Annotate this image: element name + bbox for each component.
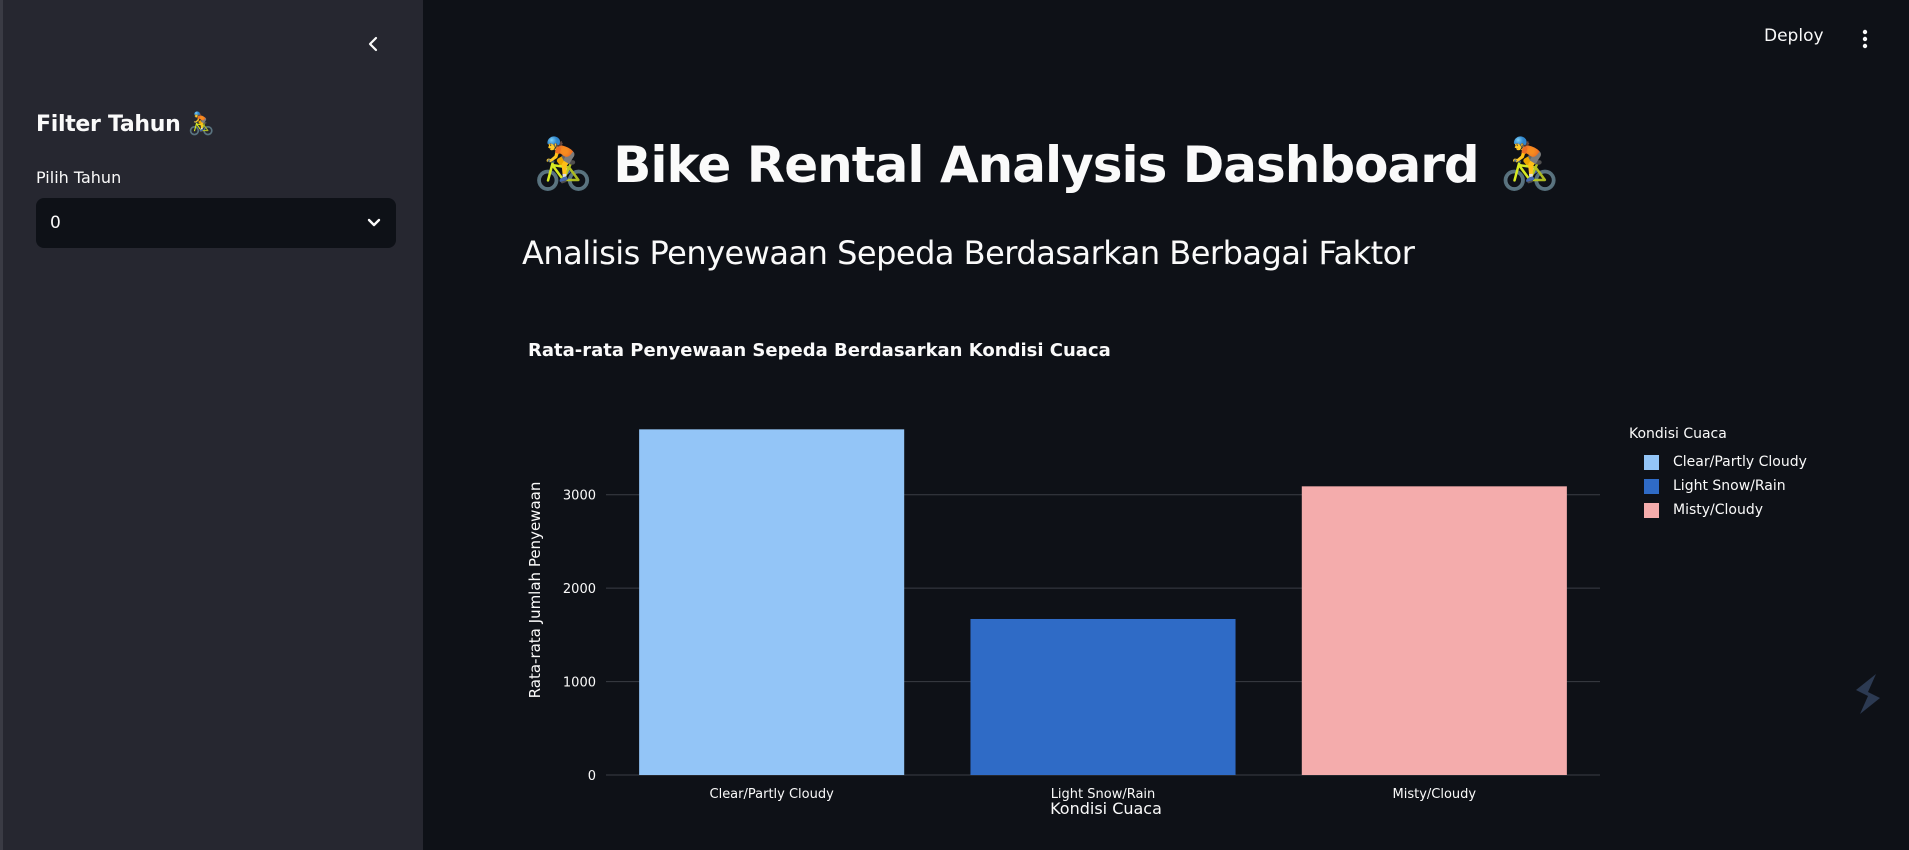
legend-label: Light Snow/Rain [1673, 478, 1786, 494]
main-menu-button[interactable] [1856, 26, 1874, 52]
page-title: 🚴 Bike Rental Analysis Dashboard 🚴 [532, 135, 1561, 194]
x-axis-label: Kondisi Cuaca [1050, 799, 1162, 818]
x-tick-label: Light Snow/Rain [1051, 787, 1156, 802]
legend-label: Clear/Partly Cloudy [1673, 454, 1807, 470]
y-axis-label: Rata-rata Jumlah Penyewaan [526, 482, 544, 699]
sidebar: Filter Tahun 🚴 Pilih Tahun 0 [0, 0, 423, 850]
y-tick-label: 3000 [563, 489, 596, 504]
bicyclist-emoji-right: 🚴 [1498, 135, 1561, 193]
chart-title: Rata-rata Penyewaan Sepeda Berdasarkan K… [528, 340, 1111, 361]
bar-misty-cloudy[interactable] [1301, 486, 1567, 775]
year-select-value: 0 [50, 213, 61, 233]
y-tick-label: 2000 [563, 582, 596, 597]
legend-swatch [1644, 502, 1659, 518]
bar-clear-partly-cloudy[interactable] [639, 429, 905, 775]
sidebar-header: Filter Tahun 🚴 [36, 112, 215, 137]
x-tick-label: Misty/Cloudy [1393, 787, 1477, 802]
collapse-sidebar-button[interactable] [357, 28, 389, 60]
legend-swatch [1644, 454, 1659, 470]
bar-light-snow-rain[interactable] [970, 618, 1236, 775]
legend-label: Misty/Cloudy [1673, 502, 1764, 518]
chevron-down-icon [367, 218, 381, 227]
weather-bar-chart: 0 1000 2000 3000 Clear/Partly Cloudy Light Sn… [526, 429, 1600, 818]
legend-swatch [1644, 478, 1659, 494]
page-title-text: Bike Rental Analysis Dashboard [613, 135, 1479, 194]
page-subtitle: Analisis Penyewaan Sepeda Berdasarkan Be… [522, 234, 1415, 272]
legend-item[interactable]: Misty/Cloudy [1644, 498, 1807, 522]
legend-item[interactable]: Clear/Partly Cloudy [1644, 450, 1807, 474]
chart-legend: Kondisi Cuaca Clear/Partly Cloudy Light S… [1629, 426, 1807, 522]
streamlit-logo-icon [1856, 674, 1880, 714]
year-select[interactable]: 0 [36, 198, 396, 248]
chevron-left-icon [368, 36, 378, 52]
legend-item[interactable]: Light Snow/Rain [1644, 474, 1807, 498]
bicyclist-emoji-left: 🚴 [532, 135, 594, 193]
x-tick-label: Clear/Partly Cloudy [710, 787, 835, 802]
deploy-button[interactable]: Deploy [1764, 26, 1824, 46]
y-tick-label: 1000 [563, 676, 596, 691]
legend-title: Kondisi Cuaca [1629, 426, 1727, 442]
y-tick-label: 0 [588, 769, 596, 784]
kebab-menu-icon [1862, 29, 1868, 49]
year-select-label: Pilih Tahun [36, 168, 122, 187]
